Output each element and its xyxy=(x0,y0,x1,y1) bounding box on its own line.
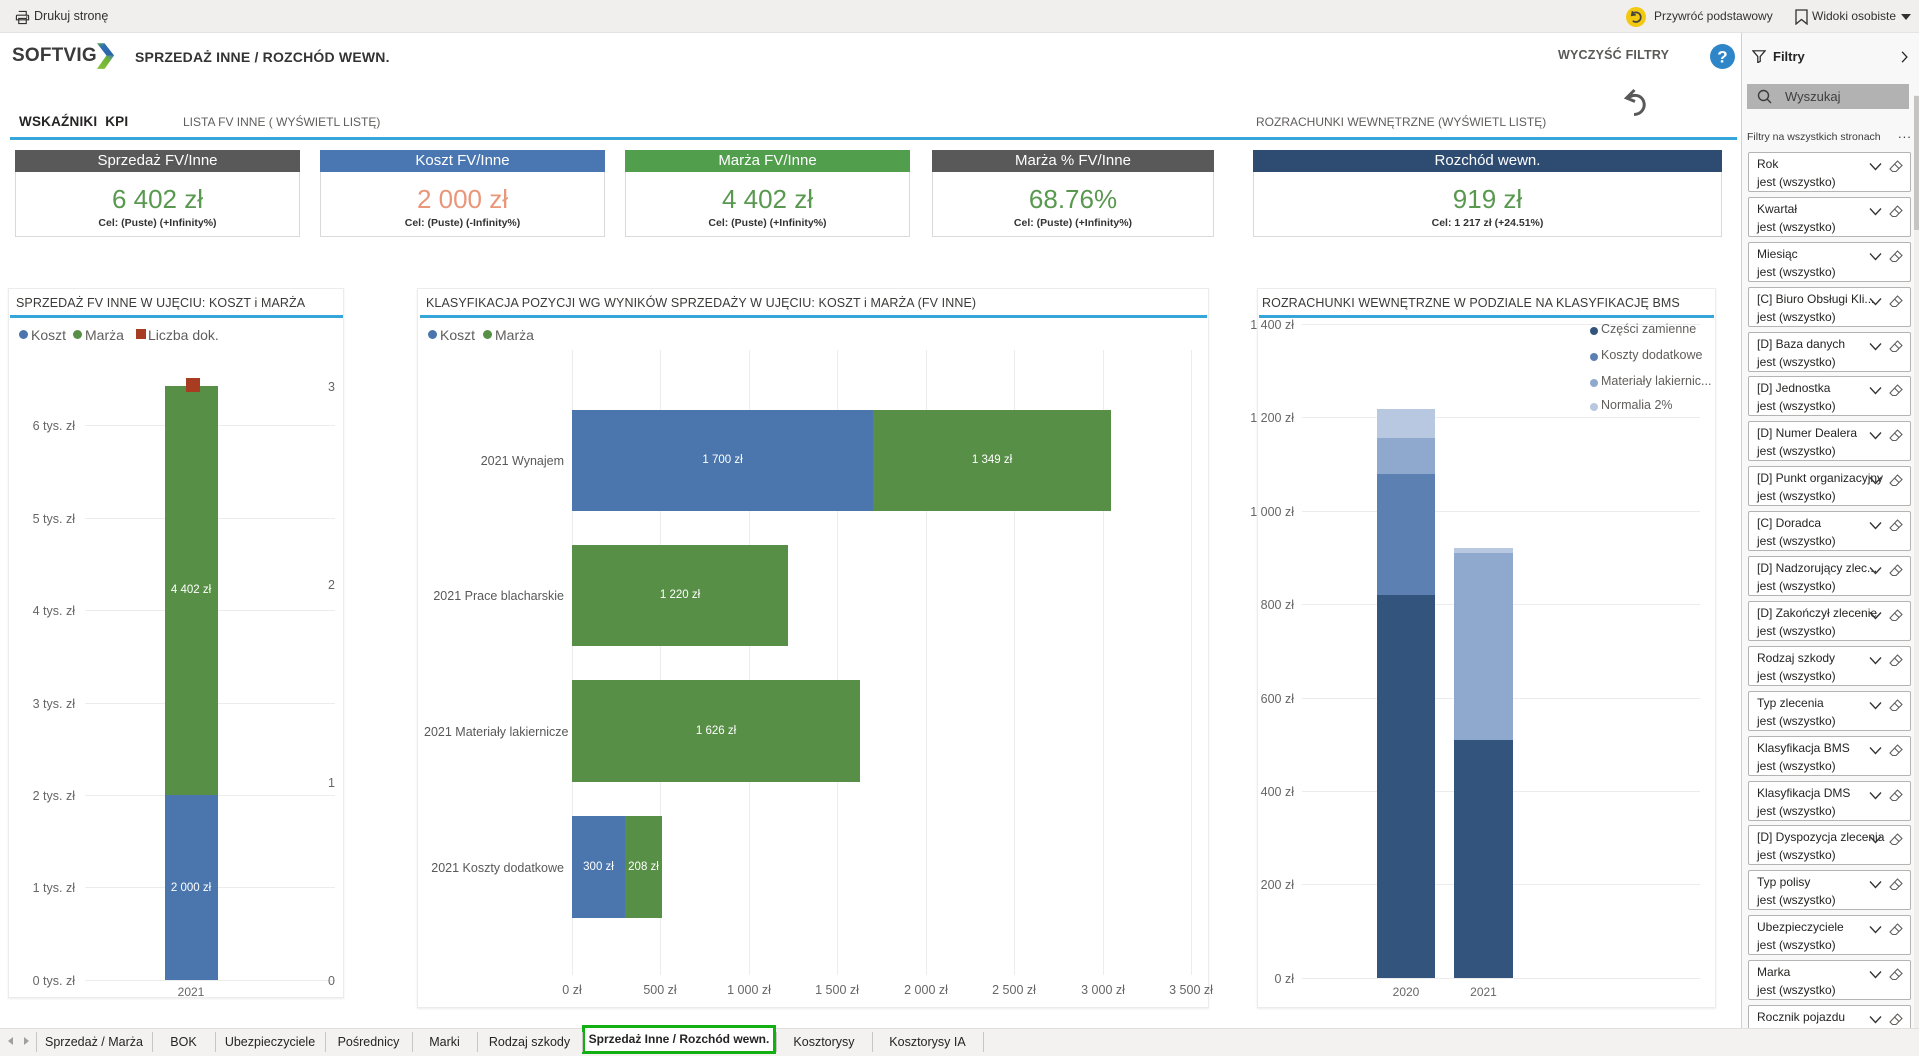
svg-text:?: ? xyxy=(1717,48,1727,67)
